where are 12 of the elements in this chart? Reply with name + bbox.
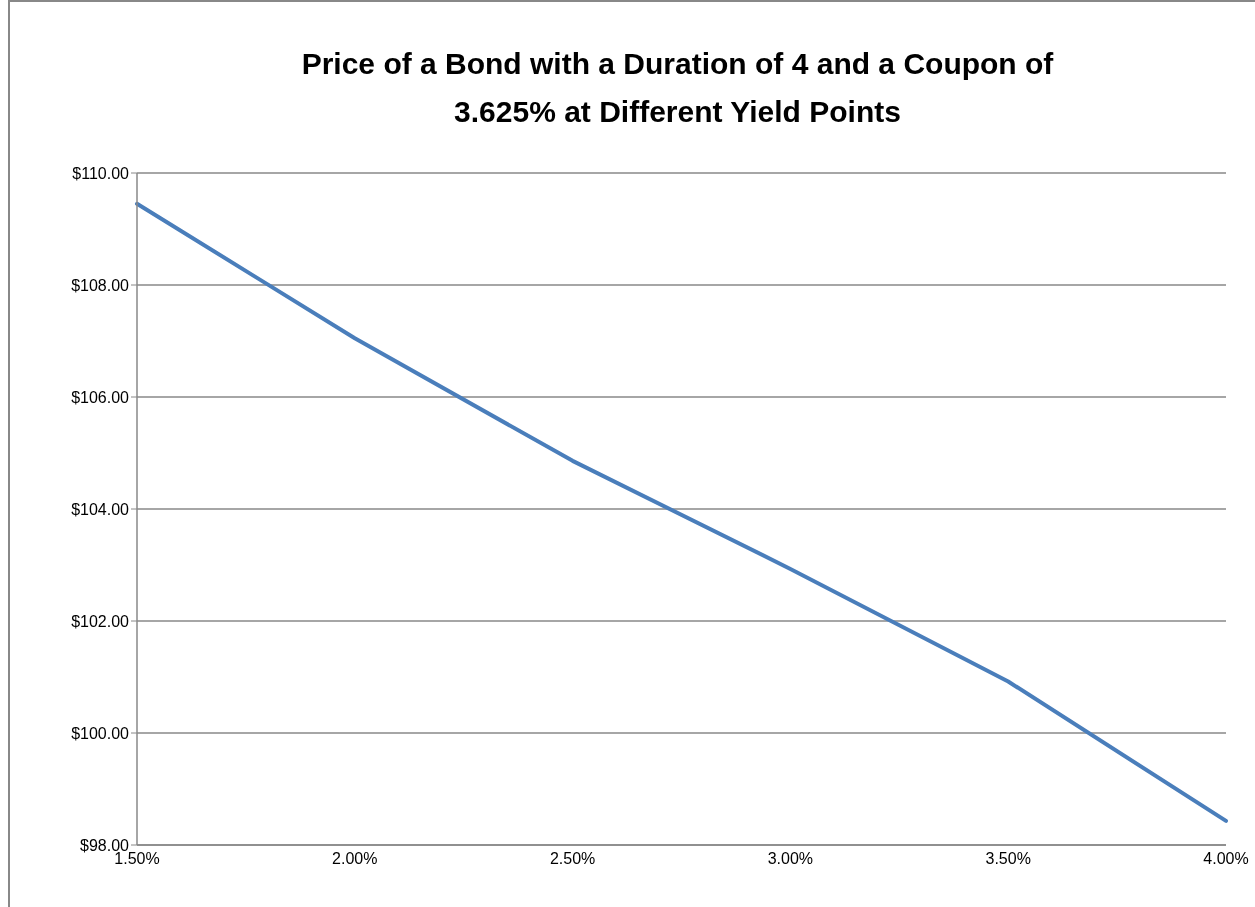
y-tick-label: $106.00 [71, 388, 130, 406]
chart-title: Price of a Bond with a Duration of 4 and a Coupon of 3.625% at Different Yield Points [300, 46, 1055, 130]
y-tick-label: $102.00 [71, 612, 130, 630]
y-tick-label: $108.00 [71, 276, 130, 294]
x-tick-label: 4.00% [1203, 850, 1249, 868]
x-tick-label: 3.50% [985, 850, 1031, 868]
x-tick-label: 2.00% [332, 850, 378, 868]
y-tick-label: $100.00 [71, 724, 130, 742]
y-tick-label: $110.00 [72, 164, 130, 182]
y-tick-label: $104.00 [71, 500, 130, 518]
x-tick-label: 2.50% [549, 850, 596, 868]
x-tick-label: 3.00% [767, 850, 814, 868]
